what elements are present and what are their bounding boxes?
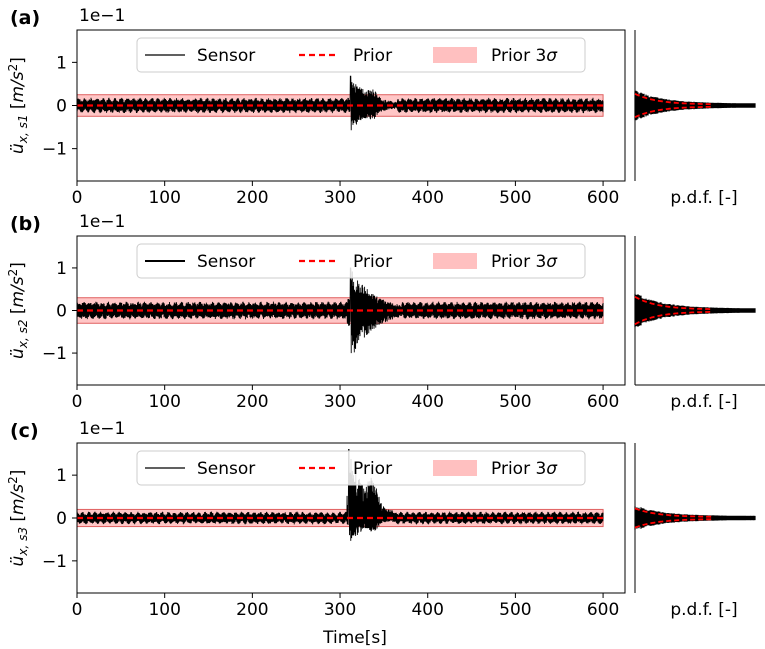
pdf-prior-upper-curve — [634, 295, 713, 310]
x-tick-label: 200 — [236, 600, 268, 620]
sensor-series-line — [77, 75, 604, 131]
x-tick-label: 300 — [324, 600, 356, 620]
legend-prior-label: Prior — [353, 46, 392, 66]
y-tick-label: −1 — [42, 140, 67, 160]
pdf-histogram — [634, 506, 756, 530]
panel-1: 0 100 200 300 400 500 600 −1 0 1 1e−1 (a) üx, s1 [m/… — [6, 6, 756, 208]
legend-band-label: Prior 3σ — [491, 252, 558, 272]
pdf-histogram — [634, 90, 756, 121]
y-tick-label: −1 — [42, 552, 67, 572]
x-tick-label: 100 — [148, 600, 180, 620]
x-tick-label: 500 — [499, 392, 531, 412]
legend-band-swatch — [433, 47, 477, 63]
legend-sensor-label: Sensor — [197, 252, 255, 272]
x-tick-label: 300 — [324, 188, 356, 208]
legend-box — [136, 450, 586, 486]
y-axis-label: üx, s2 [m/s2] — [6, 262, 30, 359]
panel-label: (c) — [10, 420, 39, 442]
x-tick-label: 100 — [148, 392, 180, 412]
y-tick-label: 1 — [56, 259, 67, 279]
x-tick-label: 0 — [72, 600, 83, 620]
legend: Sensor Prior Prior 3σ — [136, 37, 586, 73]
pdf-prior-upper-curve — [634, 507, 714, 518]
legend-band-swatch — [433, 460, 477, 476]
x-tick-label: 600 — [587, 188, 619, 208]
y-tick-label: 0 — [56, 509, 67, 529]
x-tick-label: 400 — [411, 188, 443, 208]
y-axis-label: üx, s1 [m/s2] — [6, 57, 30, 154]
x-tick-label: 600 — [587, 392, 619, 412]
panel-2: 0 100 200 300 400 500 600 −1 0 1 1e−1 (b) üx, s2 [m/… — [6, 212, 765, 412]
pdf-prior-lower-curve — [634, 518, 714, 529]
panel-3: 0 100 200 300 400 500 600 −1 0 1 1e−1 (c) üx, s3 [m/… — [6, 419, 756, 620]
x-tick-label: 500 — [499, 600, 531, 620]
legend-box — [136, 243, 586, 279]
legend-band-swatch — [433, 253, 477, 269]
x-tick-label: 200 — [236, 392, 268, 412]
pdf-prior-upper-curve — [634, 92, 713, 106]
panel-label: (b) — [10, 213, 41, 235]
sensor-series-line — [77, 267, 604, 354]
y-tick-label: −1 — [42, 344, 67, 364]
x-tick-label: 0 — [72, 392, 83, 412]
y-axis-label: üx, s3 [m/s2] — [6, 470, 30, 567]
pdf-prior-lower-curve — [634, 311, 713, 326]
x-axis-label: Time[s] — [322, 628, 387, 648]
legend-sensor-label: Sensor — [197, 46, 255, 66]
x-tick-label: 100 — [148, 188, 180, 208]
legend: Sensor Prior Prior 3σ — [136, 243, 586, 279]
y-tick-label: 1 — [56, 466, 67, 486]
pdf-axis-label: p.d.f. [-] — [670, 392, 737, 412]
x-tick-label: 300 — [324, 392, 356, 412]
pdf-prior-lower-curve — [634, 105, 713, 119]
axis-multiplier: 1e−1 — [79, 419, 125, 439]
legend: Sensor Prior Prior 3σ — [136, 450, 586, 486]
y-tick-label: 0 — [56, 302, 67, 322]
pdf-panel: p.d.f. [-] — [634, 30, 756, 208]
pdf-axis-label: p.d.f. [-] — [670, 188, 737, 208]
axis-multiplier: 1e−1 — [79, 212, 125, 232]
x-tick-label: 500 — [499, 188, 531, 208]
legend-prior-label: Prior — [353, 459, 392, 479]
panel-label: (a) — [10, 7, 40, 29]
legend-prior-label: Prior — [353, 252, 392, 272]
axis-multiplier: 1e−1 — [79, 6, 125, 26]
legend-sensor-label: Sensor — [197, 459, 255, 479]
x-tick-label: 0 — [72, 188, 83, 208]
pdf-panel: p.d.f. [-] — [634, 236, 765, 412]
pdf-panel: p.d.f. [-] — [634, 443, 756, 620]
x-tick-label: 400 — [411, 392, 443, 412]
x-tick-label: 400 — [411, 600, 443, 620]
y-tick-label: 1 — [56, 53, 67, 73]
legend-box — [136, 37, 586, 73]
legend-band-label: Prior 3σ — [491, 459, 558, 479]
legend-band-label: Prior 3σ — [491, 46, 558, 66]
x-tick-label: 200 — [236, 188, 268, 208]
sensor-series-line — [77, 448, 604, 541]
y-tick-label: 0 — [56, 97, 67, 117]
pdf-axis-label: p.d.f. [-] — [670, 600, 737, 620]
pdf-histogram — [634, 293, 756, 328]
x-tick-label: 600 — [587, 600, 619, 620]
